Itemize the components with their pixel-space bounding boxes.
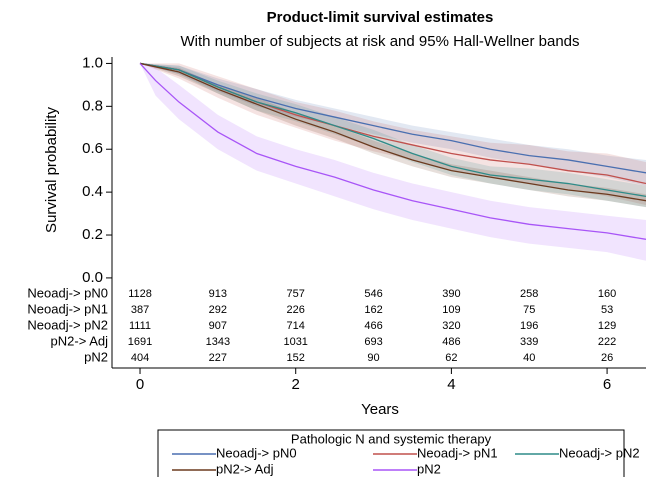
legend-label: pN2 [417, 461, 441, 476]
x-tick-label: 4 [447, 376, 455, 393]
at-risk-count: 62 [445, 352, 457, 364]
at-risk-count: 292 [209, 304, 227, 316]
chart-title: Product-limit survival estimates [267, 9, 494, 26]
y-tick-label: 0.6 [82, 140, 103, 157]
at-risk-count: 90 [367, 352, 379, 364]
y-tick-label: 1.0 [82, 54, 103, 71]
at-risk-count: 227 [209, 352, 227, 364]
at-risk-count: 339 [520, 336, 538, 348]
at-risk-count: 160 [598, 288, 616, 300]
at-risk-count: 390 [442, 288, 460, 300]
x-tick-label: 0 [136, 376, 144, 393]
confidence-band [140, 63, 646, 261]
y-tick-label: 0.0 [82, 269, 103, 286]
at-risk-count: 1128 [128, 288, 152, 300]
at-risk-label: pN2 [84, 349, 108, 364]
at-risk-count: 1111 [129, 320, 151, 332]
at-risk-count: 387 [131, 304, 149, 316]
at-risk-count: 162 [364, 304, 382, 316]
at-risk-count: 26 [601, 352, 613, 364]
y-axis-label: Survival probability [43, 107, 60, 233]
at-risk-count: 53 [601, 304, 613, 316]
legend-label: Neoadj-> pN0 [216, 445, 297, 460]
survival-line [139, 62, 646, 174]
at-risk-count: 258 [520, 288, 538, 300]
survival-line [139, 62, 646, 202]
at-risk-count: 109 [442, 304, 460, 316]
at-risk-count: 40 [523, 352, 535, 364]
at-risk-count: 714 [287, 320, 305, 332]
at-risk-label: pN2-> Adj [51, 333, 109, 348]
at-risk-count: 1343 [206, 336, 230, 348]
at-risk-count: 486 [442, 336, 460, 348]
at-risk-count: 546 [364, 288, 382, 300]
confidence-band [140, 63, 646, 208]
at-risk-count: 129 [598, 320, 616, 332]
legend-label: pN2-> Adj [216, 461, 274, 476]
at-risk-count: 320 [442, 320, 460, 332]
legend-label: Neoadj-> pN2 [559, 445, 640, 460]
at-risk-count: 404 [131, 352, 149, 364]
x-tick-label: 2 [292, 376, 300, 393]
y-tick-label: 0.4 [82, 183, 103, 200]
x-axis-label: Years [361, 401, 399, 418]
at-risk-label: Neoadj-> pN2 [27, 317, 108, 332]
at-risk-label: Neoadj-> pN0 [27, 285, 108, 300]
at-risk-count: 757 [287, 288, 305, 300]
at-risk-label: Neoadj-> pN1 [27, 301, 108, 316]
confidence-band [140, 63, 646, 205]
legend-label: Neoadj-> pN1 [417, 445, 498, 460]
at-risk-count: 196 [520, 320, 538, 332]
y-tick-label: 0.2 [82, 226, 103, 243]
confidence-band [140, 63, 646, 186]
at-risk-count: 75 [523, 304, 535, 316]
at-risk-count: 913 [209, 288, 227, 300]
survival-line [139, 62, 646, 240]
at-risk-count: 466 [364, 320, 382, 332]
at-risk-count: 1691 [128, 336, 152, 348]
chart-subtitle: With number of subjects at risk and 95% … [180, 33, 579, 50]
at-risk-count: 693 [364, 336, 382, 348]
y-tick-label: 0.8 [82, 97, 103, 114]
at-risk-count: 226 [287, 304, 305, 316]
x-tick-label: 6 [603, 376, 611, 393]
at-risk-count: 222 [598, 336, 616, 348]
at-risk-count: 152 [287, 352, 305, 364]
at-risk-count: 1031 [283, 336, 307, 348]
legend-title: Pathologic N and systemic therapy [291, 431, 492, 446]
at-risk-count: 907 [209, 320, 227, 332]
survival-line [139, 62, 646, 198]
